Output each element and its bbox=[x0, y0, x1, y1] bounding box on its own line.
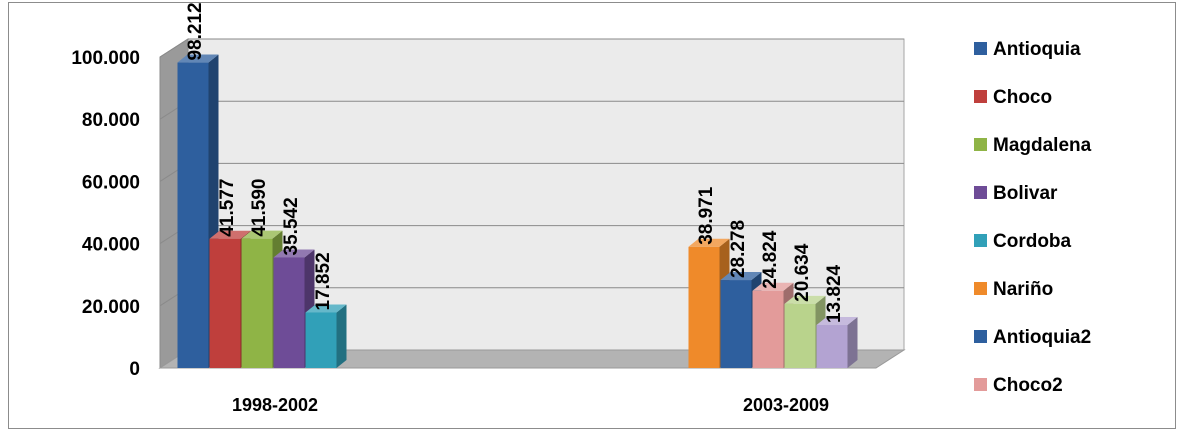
data-label: 41.590 bbox=[249, 179, 270, 237]
y-tick-label: 100.000 bbox=[71, 48, 140, 69]
data-label: 17.852 bbox=[313, 252, 334, 310]
bar-top bbox=[720, 272, 762, 281]
legend-entry: Choco2 bbox=[993, 375, 1063, 396]
bar-top bbox=[209, 230, 251, 239]
data-label: 28.278 bbox=[728, 220, 749, 278]
legend-swatch bbox=[974, 282, 987, 295]
legend-entry: Magdalena bbox=[993, 135, 1092, 156]
legend-entry: Antioquia2 bbox=[993, 327, 1091, 348]
bar-top bbox=[177, 54, 219, 63]
data-label: 35.542 bbox=[281, 197, 302, 255]
legend-swatch bbox=[974, 378, 987, 391]
bar-top bbox=[273, 249, 315, 258]
bar bbox=[273, 257, 305, 368]
data-label: 20.634 bbox=[792, 243, 813, 302]
bar-top bbox=[241, 230, 283, 239]
legend-swatch bbox=[974, 42, 987, 55]
legend-swatch bbox=[974, 330, 987, 343]
bar bbox=[816, 325, 848, 368]
y-tick-label: 0 bbox=[129, 359, 140, 380]
bar-top bbox=[784, 295, 826, 304]
bar-top bbox=[305, 304, 347, 313]
data-label: 13.824 bbox=[824, 264, 845, 323]
bar bbox=[209, 238, 241, 368]
legend-entry: Antioquia bbox=[993, 39, 1081, 60]
legend-entry: Cordoba bbox=[993, 231, 1072, 252]
bar bbox=[688, 246, 720, 368]
data-label: 38.971 bbox=[696, 186, 717, 245]
legend-entry: Nariño bbox=[993, 279, 1053, 300]
bar bbox=[784, 303, 816, 368]
data-label: 24.824 bbox=[760, 230, 781, 289]
bar bbox=[752, 290, 784, 368]
legend-swatch bbox=[974, 138, 987, 151]
bar bbox=[720, 280, 752, 368]
y-tick-label: 80.000 bbox=[82, 110, 140, 131]
legend-entry: Choco bbox=[993, 87, 1052, 108]
legend-swatch bbox=[974, 186, 987, 199]
bar-top bbox=[752, 282, 794, 291]
legend-swatch bbox=[974, 234, 987, 247]
legend-entry: Bolivar bbox=[993, 183, 1058, 204]
x-category-label: 2003-2009 bbox=[743, 395, 829, 415]
x-category-label: 1998-2002 bbox=[232, 395, 318, 415]
gridline bbox=[159, 38, 904, 58]
bar bbox=[177, 62, 209, 369]
bar-top bbox=[688, 238, 730, 247]
bar bbox=[305, 312, 337, 368]
bar-side bbox=[847, 317, 858, 368]
legend-swatch bbox=[974, 90, 987, 103]
data-label: 41.577 bbox=[217, 179, 238, 237]
bar-top bbox=[816, 317, 858, 326]
y-tick-label: 60.000 bbox=[82, 172, 140, 193]
y-tick-label: 20.000 bbox=[82, 297, 140, 318]
bar-side bbox=[336, 304, 347, 368]
y-tick-label: 40.000 bbox=[82, 235, 140, 256]
data-label: 98.212 bbox=[185, 2, 206, 60]
bar bbox=[241, 238, 273, 368]
